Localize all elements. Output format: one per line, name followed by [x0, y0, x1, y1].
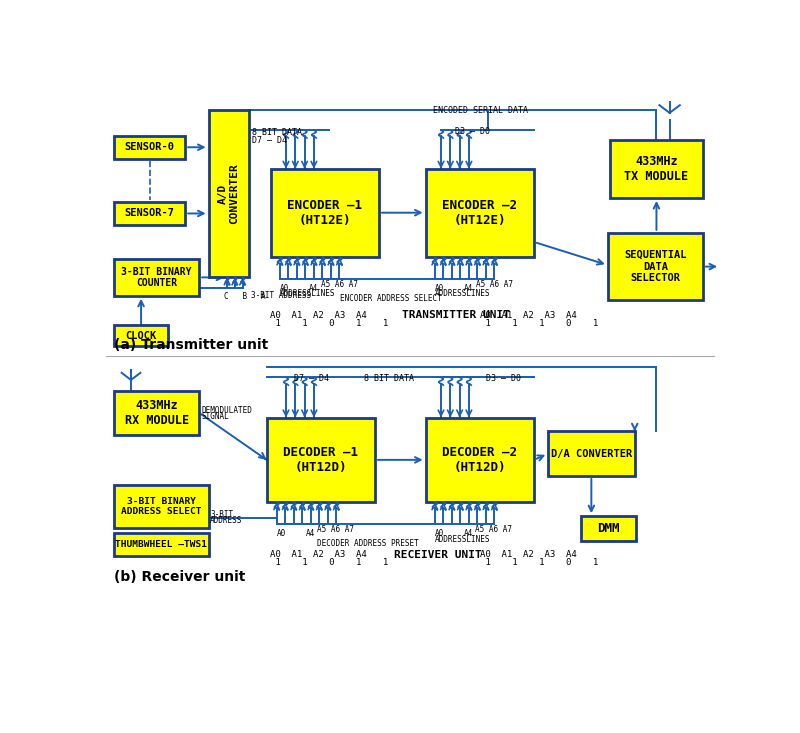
Text: A0: A0 — [280, 284, 289, 292]
Bar — [270, 169, 379, 257]
Text: A0: A0 — [435, 284, 444, 292]
Text: 1    1    0    1    1: 1 1 0 1 1 — [270, 558, 389, 567]
Text: 3-BIT BINARY
ADDRESS SELECT: 3-BIT BINARY ADDRESS SELECT — [121, 497, 202, 516]
Text: 1    1    1    0    1: 1 1 1 0 1 — [480, 558, 598, 567]
Text: 433MHz
TX MODULE: 433MHz TX MODULE — [624, 155, 689, 183]
Text: 8 BIT DATA: 8 BIT DATA — [252, 128, 302, 137]
Text: 3-BIT BINARY
COUNTER: 3-BIT BINARY COUNTER — [122, 267, 192, 288]
Text: ADDRESSLINES: ADDRESSLINES — [435, 289, 490, 298]
Bar — [114, 485, 209, 528]
Bar — [114, 202, 186, 225]
Bar — [581, 516, 636, 542]
Text: A5 A6 A7: A5 A6 A7 — [321, 280, 358, 289]
Text: SENSOR-7: SENSOR-7 — [125, 208, 174, 218]
Text: A4: A4 — [306, 529, 315, 538]
Text: DECODER –2
(HT12D): DECODER –2 (HT12D) — [442, 446, 518, 474]
Bar — [114, 325, 168, 346]
Text: A0  A1  A2  A3  A4: A0 A1 A2 A3 A4 — [480, 550, 577, 559]
Text: 1    1    1    0    1: 1 1 1 0 1 — [480, 319, 598, 328]
Text: RECEIVER UNIT: RECEIVER UNIT — [394, 550, 482, 559]
Text: A0  A1  A2  A3  A4: A0 A1 A2 A3 A4 — [480, 312, 577, 320]
Text: ENCODER ADDRESS SELECT: ENCODER ADDRESS SELECT — [340, 295, 442, 303]
Text: ENCODER –1
(HT12E): ENCODER –1 (HT12E) — [287, 199, 362, 227]
Text: D3 – D0: D3 – D0 — [486, 375, 521, 383]
Text: D/A CONVERTER: D/A CONVERTER — [550, 449, 632, 459]
Bar — [209, 109, 249, 277]
Text: A0  A1  A2  A3  A4: A0 A1 A2 A3 A4 — [270, 312, 367, 320]
Bar — [426, 169, 534, 257]
Text: ADDRESS: ADDRESS — [210, 516, 242, 525]
Text: ADDRESSLINES: ADDRESSLINES — [435, 534, 490, 544]
Text: A5 A6 A7: A5 A6 A7 — [475, 526, 512, 534]
Text: ENCODER –2
(HT12E): ENCODER –2 (HT12E) — [442, 199, 518, 227]
Text: THUMBWHEEL –TWS1: THUMBWHEEL –TWS1 — [115, 540, 207, 549]
Text: A4: A4 — [464, 284, 474, 292]
Text: SENSOR-0: SENSOR-0 — [125, 142, 174, 152]
Text: ADDRESSLINES: ADDRESSLINES — [280, 289, 335, 298]
Bar — [426, 418, 534, 502]
Text: DEMODULATED: DEMODULATED — [202, 406, 253, 415]
Text: A5 A6 A7: A5 A6 A7 — [317, 526, 354, 534]
Text: (a) Transmitter unit: (a) Transmitter unit — [114, 338, 268, 353]
Text: DECODER –1
(HT12D): DECODER –1 (HT12D) — [283, 446, 358, 474]
Text: 433MHz
RX MODULE: 433MHz RX MODULE — [125, 399, 189, 427]
Text: D3 – D0: D3 – D0 — [455, 128, 490, 136]
Bar — [114, 259, 199, 296]
Bar — [266, 418, 375, 502]
Text: (b) Receiver unit: (b) Receiver unit — [114, 570, 246, 584]
Text: 1    1    0    1    1: 1 1 0 1 1 — [270, 319, 389, 328]
Text: 8 BIT DATA: 8 BIT DATA — [363, 375, 414, 383]
Bar — [114, 391, 199, 435]
Text: D7 – D4: D7 – D4 — [294, 375, 329, 383]
Text: A0: A0 — [277, 529, 286, 538]
Text: A/D
CONVERTER: A/D CONVERTER — [218, 163, 239, 224]
Bar — [608, 232, 703, 301]
Text: A4: A4 — [310, 284, 318, 292]
Text: 3-BIT ADDRESS: 3-BIT ADDRESS — [251, 291, 311, 301]
Text: A0  A1  A2  A3  A4: A0 A1 A2 A3 A4 — [270, 550, 367, 559]
Text: CLOCK: CLOCK — [126, 331, 157, 341]
Text: 3-BIT: 3-BIT — [210, 510, 233, 519]
Text: SIGNAL: SIGNAL — [202, 412, 230, 421]
Bar — [548, 432, 634, 476]
Text: TRANSMITTER UNIT: TRANSMITTER UNIT — [402, 310, 510, 320]
Text: A5 A6 A7: A5 A6 A7 — [476, 280, 513, 289]
Text: C   B   A: C B A — [224, 292, 266, 301]
Bar — [114, 136, 186, 159]
Bar — [610, 140, 703, 198]
Text: D7 – D4: D7 – D4 — [252, 136, 287, 144]
Bar — [114, 533, 209, 556]
Text: SEQUENTIAL
DATA
SELECTOR: SEQUENTIAL DATA SELECTOR — [624, 250, 686, 283]
Text: DMM: DMM — [597, 523, 620, 535]
Text: DECODER ADDRESS PRESET: DECODER ADDRESS PRESET — [317, 539, 418, 548]
Text: A0: A0 — [435, 529, 444, 538]
Text: A4: A4 — [464, 529, 474, 538]
Text: ENCODED SERIAL DATA: ENCODED SERIAL DATA — [434, 106, 528, 115]
